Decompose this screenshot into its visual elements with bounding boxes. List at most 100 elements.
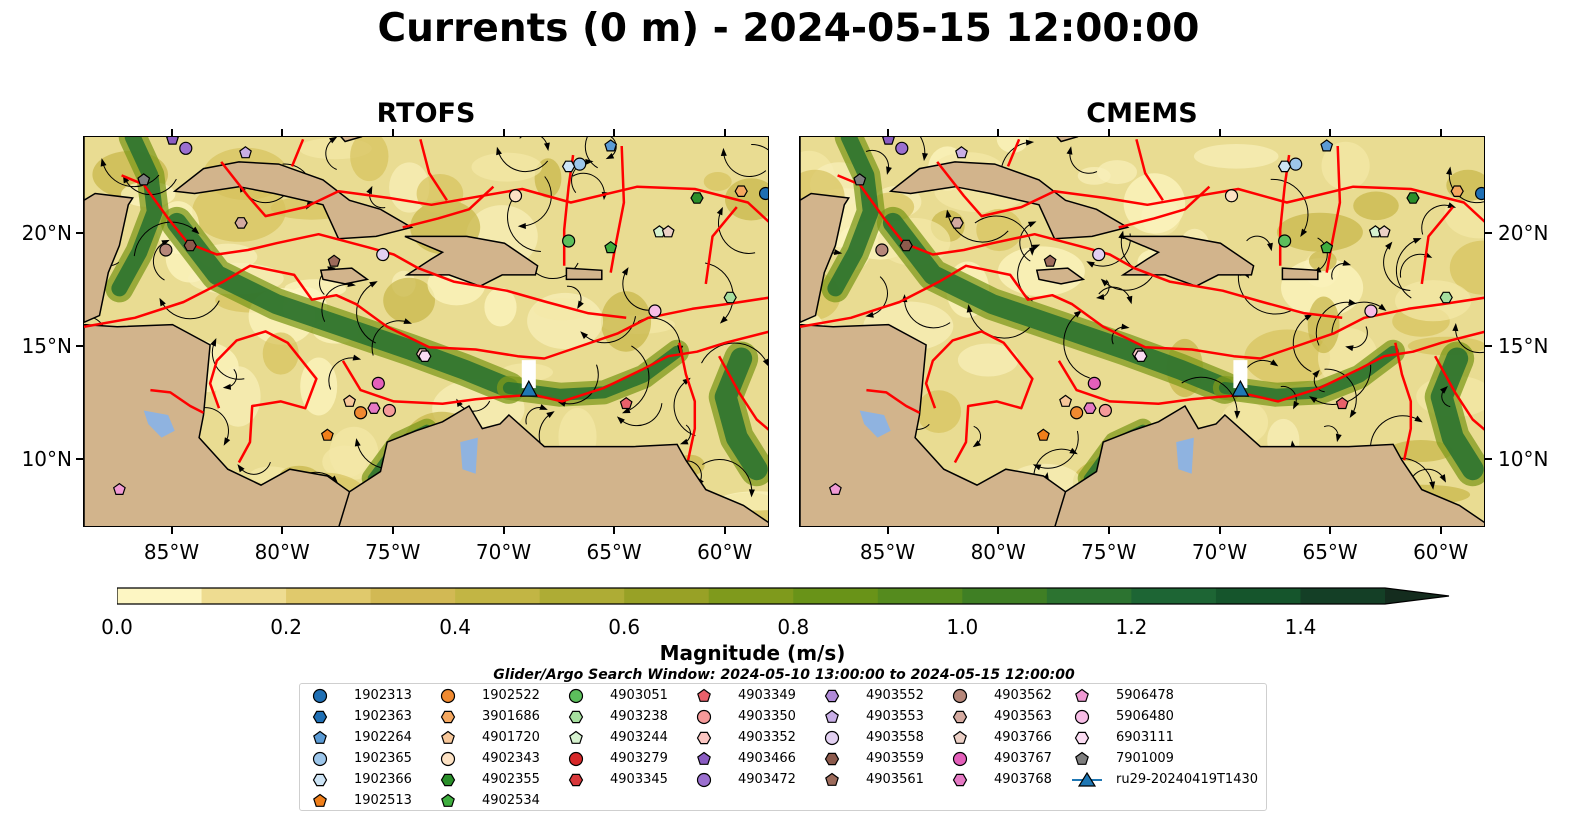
- float-marker-4903561: [327, 254, 341, 267]
- float-marker-4903766: [661, 225, 675, 238]
- float-marker-4903561: [1043, 254, 1057, 267]
- rtofs-map-panel[interactable]: [83, 136, 769, 527]
- lon-tickmark: [997, 527, 1000, 534]
- float-marker-4903238: [1439, 291, 1453, 304]
- pentagon-marker-icon: [953, 730, 967, 744]
- legend-item-label: 4903767: [994, 751, 1052, 766]
- triangle-line-marker-icon: [1072, 771, 1102, 787]
- legend-item-label: ru29-20240419T1430: [1116, 772, 1259, 787]
- legend-item-label: 4903349: [738, 688, 796, 703]
- current-map-svg: [800, 137, 1484, 526]
- legend-item-label: 3901686: [482, 709, 540, 724]
- legend-item-label: 1902513: [354, 793, 412, 808]
- float-marker-4901720: [343, 394, 357, 407]
- float-marker-4903553: [955, 146, 968, 159]
- lon-tickmark: [886, 527, 889, 534]
- legend-item-label: 1902264: [354, 730, 412, 745]
- float-marker-4903350: [1098, 403, 1112, 418]
- pentagon-marker-icon: [441, 730, 455, 744]
- legend-item-label: 4903352: [738, 730, 796, 745]
- legend-item-label: 4903466: [738, 751, 796, 766]
- lon-tick-label: 85°W: [143, 540, 200, 564]
- current-map-svg: [84, 137, 768, 526]
- hexagon-marker-icon: [1074, 731, 1090, 745]
- lon-tickmark-top: [723, 129, 726, 136]
- lon-tick-label: 75°W: [1081, 540, 1137, 564]
- float-marker-4903349: [619, 396, 633, 410]
- colorbar-segment: [1131, 588, 1217, 604]
- colorbar-segment: [539, 588, 625, 604]
- pentagon-marker-icon: [1075, 688, 1089, 702]
- float-marker-4903562: [875, 243, 889, 257]
- hexagon-marker-icon: [568, 773, 584, 787]
- legend-item-label: 4903553: [866, 709, 924, 724]
- hexagon-marker-icon: [824, 752, 840, 766]
- circle-marker-icon: [952, 688, 968, 704]
- float-marker-1902264: [1320, 139, 1334, 152]
- float-marker-6903111: [1134, 350, 1148, 362]
- legend-item-label: 1902366: [354, 772, 412, 787]
- lat-tick-label-left: 20°N: [21, 221, 72, 246]
- legend-item-label: 4903552: [866, 688, 924, 703]
- float-marker-7901009: [137, 173, 151, 186]
- colorbar-tick-label: 0.2: [270, 615, 302, 639]
- colorbar-tick-label: 0.4: [439, 615, 471, 639]
- float-marker-4903558: [376, 247, 390, 262]
- cmems-map-panel[interactable]: [799, 136, 1485, 527]
- float-marker-4903559: [183, 239, 197, 252]
- float-marker-1902522: [354, 406, 368, 420]
- float-marker-5906478: [828, 482, 842, 495]
- hexagon-marker-icon: [312, 710, 328, 724]
- lat-tick-label-right: 10°N: [1498, 447, 1549, 472]
- hexagon-marker-icon: [568, 710, 584, 724]
- circle-marker-icon: [440, 751, 456, 767]
- float-marker-4903466: [166, 137, 179, 145]
- colorbar-segment: [793, 588, 879, 604]
- float-marker-4901720: [1059, 394, 1073, 407]
- lon-tickmark: [723, 527, 726, 534]
- circle-marker-icon: [696, 772, 712, 788]
- circle-marker-icon: [696, 709, 712, 725]
- colorbar-tick-label: 0.8: [777, 615, 810, 639]
- lon-tick-label: 60°W: [697, 540, 753, 564]
- float-marker-4903766: [1377, 225, 1391, 238]
- colorbar-segment: [962, 588, 1048, 604]
- legend-item-label: 4903561: [866, 772, 924, 787]
- legend-item-label: 4902534: [482, 793, 540, 808]
- lon-tickmark-top: [391, 129, 394, 136]
- lat-tick-label-left: 15°N: [21, 334, 72, 359]
- lon-tickmark-top: [997, 129, 1000, 136]
- lat-tickmark: [76, 458, 83, 461]
- float-marker-4902534: [604, 240, 618, 254]
- colorbar-tick-label: 1.0: [946, 615, 979, 639]
- legend: 1902313 1902363 1902264 1902365 1902366 19025…: [299, 683, 1267, 811]
- float-marker-4903349: [1335, 396, 1349, 410]
- legend-item-label: 4903238: [610, 709, 668, 724]
- lon-tick-label: 80°W: [254, 540, 310, 564]
- hexagon-marker-icon: [952, 773, 968, 787]
- legend-item-label: 7901009: [1116, 751, 1174, 766]
- lat-tickmark: [1485, 232, 1492, 235]
- circle-marker-icon: [568, 688, 584, 704]
- colorbar-segment: [455, 588, 541, 604]
- colorbar-segment: [624, 588, 710, 604]
- lon-tick-label: 65°W: [586, 540, 642, 564]
- lon-tick-label: 70°W: [1191, 540, 1248, 564]
- legend-item-label: 1902363: [354, 709, 412, 724]
- lon-tickmark-top: [613, 129, 616, 136]
- legend-item-label: 5906480: [1116, 709, 1174, 724]
- lon-tickmark-top: [502, 129, 505, 136]
- float-marker-1902513: [1036, 428, 1050, 441]
- glider-marker: [1231, 379, 1250, 397]
- float-marker-4903768: [367, 402, 381, 414]
- legend-item-label: 4902355: [482, 772, 540, 787]
- lat-tickmark: [76, 232, 83, 235]
- float-marker-1902366: [561, 160, 576, 173]
- legend-item-label: 6903111: [1116, 730, 1174, 745]
- cmems-panel-title: CMEMS: [1086, 98, 1198, 129]
- float-marker-4902534: [1320, 240, 1334, 254]
- glider-marker: [519, 379, 538, 397]
- legend-item-label: 1902522: [482, 688, 540, 703]
- circle-marker-icon: [312, 688, 328, 704]
- float-marker-6903111: [418, 350, 432, 362]
